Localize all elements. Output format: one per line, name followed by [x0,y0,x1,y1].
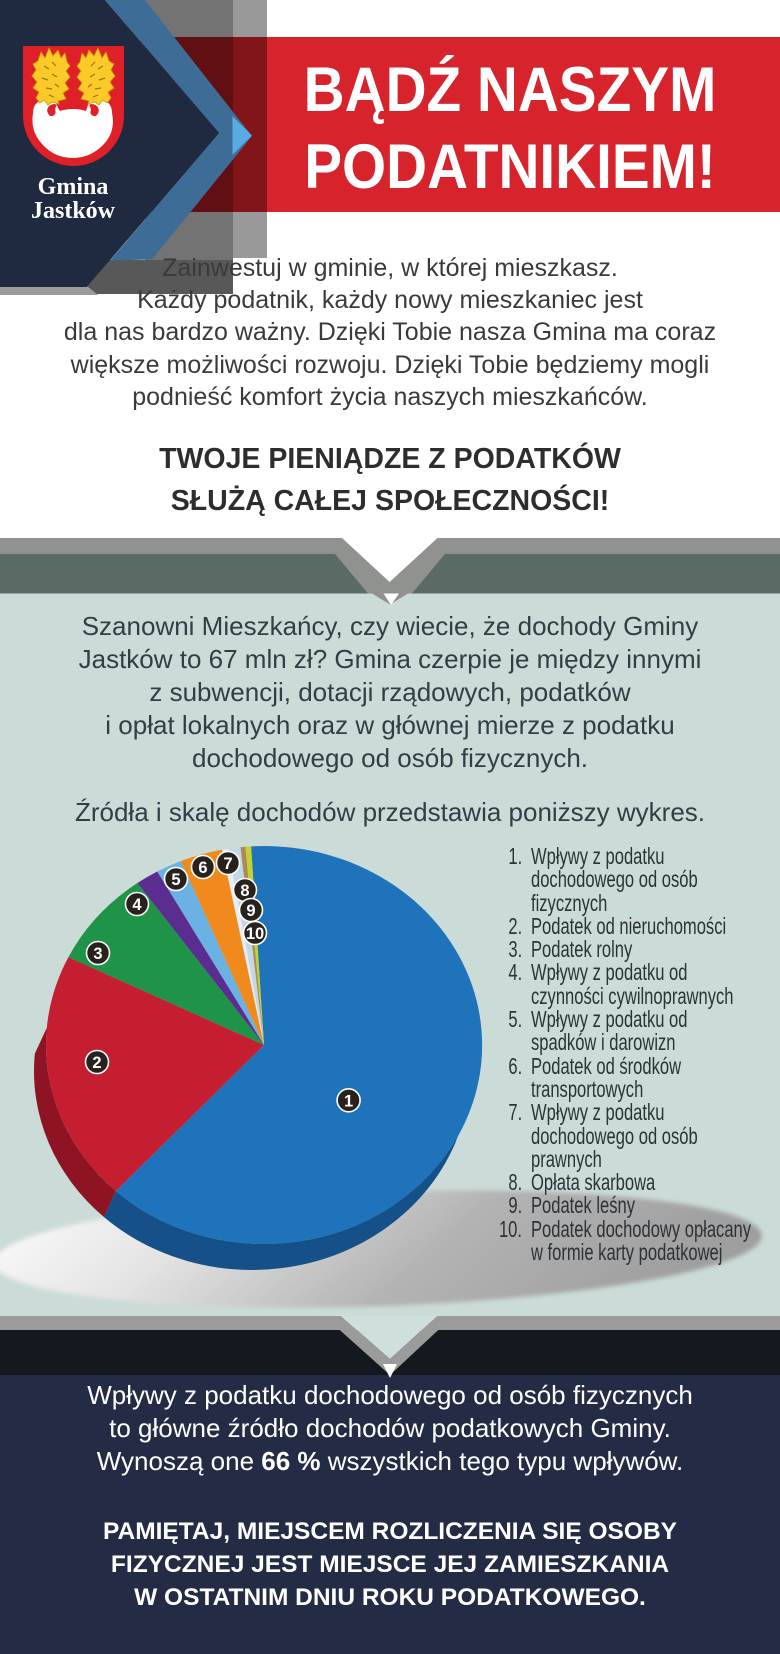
svg-text:7: 7 [223,855,232,873]
svg-text:2: 2 [92,1054,101,1072]
svg-text:3: 3 [93,945,102,963]
svg-text:8: 8 [240,882,249,900]
svg-text:9: 9 [246,902,255,920]
svg-text:6: 6 [198,859,207,877]
svg-text:4: 4 [132,896,142,914]
svg-text:1: 1 [344,1092,353,1110]
svg-text:5: 5 [171,871,180,889]
svg-text:10: 10 [246,925,264,943]
